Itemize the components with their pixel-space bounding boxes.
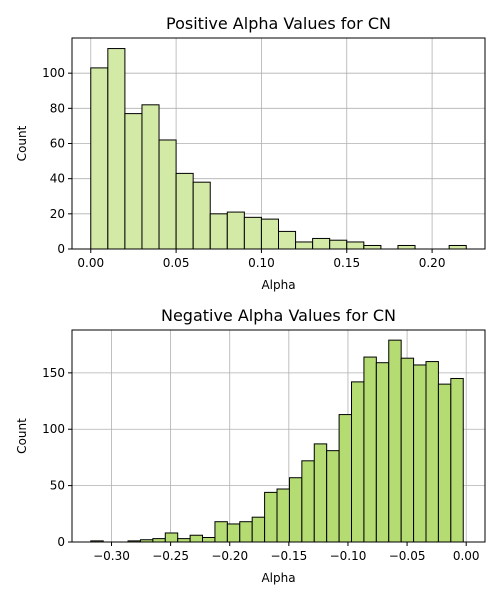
histogram-bar (313, 443, 328, 543)
x-axis-label: Alpha (261, 571, 295, 585)
histogram-bar (214, 521, 228, 543)
histogram-bar (397, 244, 416, 250)
negative-alpha-histogram: −0.30 −0.25 −0.20 −0.15 −0.10 −0.05 0.00 0 50 100… (15, 306, 486, 585)
x-tick-label: −0.30 (93, 549, 130, 563)
histogram-bar (158, 139, 177, 250)
bars (90, 48, 467, 250)
histogram-bar (448, 244, 467, 250)
histogram-bar (329, 239, 348, 250)
histogram-bar (243, 216, 262, 250)
histogram-bar (450, 377, 464, 543)
y-tick-label: 0 (57, 242, 65, 256)
histogram-bar (326, 450, 340, 543)
histogram-bar (202, 536, 216, 543)
x-tick-label: 0.15 (333, 256, 360, 270)
histogram-bar (175, 172, 194, 250)
histogram-bar (192, 181, 211, 250)
histogram-bar (226, 523, 241, 543)
histogram-bar (164, 532, 179, 543)
positive-alpha-histogram: 0.00 0.05 0.10 0.15 0.20 0 20 40 60 80 100 Positiv… (15, 14, 486, 292)
x-tick-label: −0.25 (152, 549, 189, 563)
histogram-bar (264, 491, 278, 543)
x-tick-label: −0.15 (270, 549, 307, 563)
y-axis-label: Count (15, 418, 29, 454)
histogram-bar (276, 488, 290, 543)
histogram-bar (239, 521, 253, 543)
histogram-bar (400, 357, 415, 543)
x-tick-label: −0.05 (389, 549, 426, 563)
histogram-bar (338, 414, 353, 543)
y-axis-label: Count (15, 125, 29, 161)
histogram-bar (152, 538, 166, 543)
y-tick-label: 150 (42, 366, 65, 380)
bars (90, 339, 464, 543)
ticks: 0.00 0.05 0.10 0.15 0.20 0 20 40 60 80 100 (42, 66, 445, 270)
histogram-bar (278, 230, 297, 250)
ticks: −0.30 −0.25 −0.20 −0.15 −0.10 −0.05 0.00 0 50 100… (42, 366, 479, 563)
histogram-bar (351, 381, 365, 543)
histogram-bar (425, 361, 439, 543)
histogram-bar (124, 113, 143, 250)
histogram-bar (177, 538, 191, 543)
histogram-bar (388, 339, 402, 543)
histogram-bar (90, 67, 109, 250)
histogram-bar (260, 218, 280, 250)
histogram-bar (251, 516, 266, 543)
x-tick-label: 0.00 (453, 549, 480, 563)
x-tick-label: 0.20 (419, 256, 446, 270)
histogram-bar (141, 104, 160, 250)
histogram-bar (288, 477, 303, 543)
x-tick-label: −0.20 (211, 549, 248, 563)
histogram-bar (375, 362, 390, 543)
x-axis-label: Alpha (261, 278, 295, 292)
histogram-bar (363, 356, 377, 543)
histogram-bar (209, 213, 228, 250)
y-tick-label: 60 (50, 137, 65, 151)
x-tick-label: 0.05 (163, 256, 190, 270)
histogram-bar (295, 241, 314, 250)
histogram-bar (437, 383, 452, 543)
y-tick-label: 100 (42, 422, 65, 436)
histogram-bar (363, 244, 382, 250)
x-tick-label: −0.10 (330, 549, 367, 563)
chart-title: Positive Alpha Values for CN (166, 14, 391, 33)
y-tick-label: 100 (42, 66, 65, 80)
histogram-bar (226, 211, 245, 250)
histogram-bar (346, 241, 365, 250)
histogram-bar (189, 534, 204, 543)
y-tick-label: 80 (50, 101, 65, 115)
y-tick-label: 20 (50, 207, 65, 221)
histogram-bar (301, 460, 315, 543)
histogram-bar (312, 237, 331, 250)
y-tick-label: 40 (50, 172, 65, 186)
plot-frame (71, 329, 486, 543)
x-tick-label: 0.10 (248, 256, 275, 270)
y-tick-label: 0 (57, 535, 65, 549)
x-tick-label: 0.00 (77, 256, 104, 270)
histogram-bar (413, 364, 427, 543)
histogram-bar (107, 48, 126, 250)
y-tick-label: 50 (50, 479, 65, 493)
chart-title: Negative Alpha Values for CN (161, 306, 396, 325)
